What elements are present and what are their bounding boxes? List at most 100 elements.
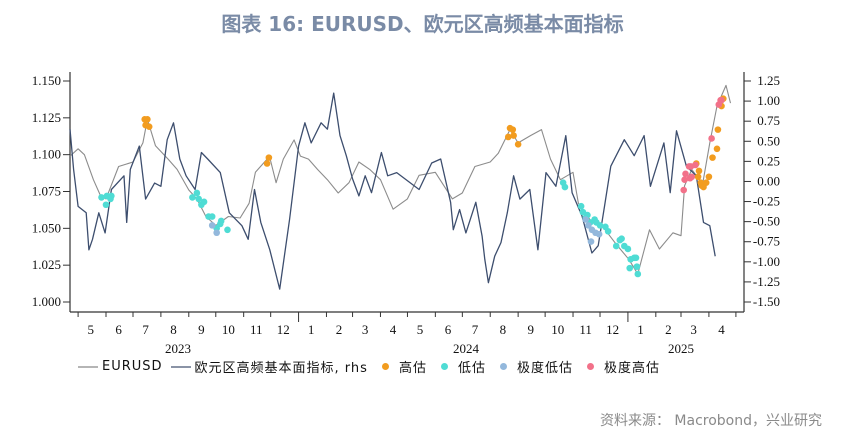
- right-tick-label: -1.25: [753, 274, 780, 289]
- marker-low: [189, 194, 196, 201]
- legend-extreme-high-label: 极度高估: [604, 361, 661, 376]
- marker-high: [694, 173, 702, 181]
- eurusd-line: [69, 84, 732, 275]
- right-tick-label: 0.25: [757, 153, 780, 168]
- legend-index-label: 欧元区高频基本面指标, rhs: [194, 361, 368, 376]
- marker-low: [577, 202, 585, 210]
- marker-extreme-high: [681, 176, 688, 184]
- right-tick-label: -0.25: [753, 194, 780, 209]
- x-tick-label: 3: [362, 322, 369, 337]
- x-tick-label: 7: [142, 322, 149, 337]
- x-tick-label: 8: [170, 322, 177, 337]
- year-label: 2023: [165, 341, 191, 356]
- right-tick-label: -0.50: [753, 214, 780, 229]
- marker-high: [265, 154, 273, 161]
- marker-low: [604, 227, 612, 235]
- marker-high: [144, 116, 151, 123]
- marker-extreme-high: [708, 135, 715, 142]
- right-tick-label: 0.00: [757, 173, 780, 188]
- x-tick-label: 1: [637, 322, 644, 337]
- marker-low: [596, 222, 604, 229]
- x-tick-label: 8: [500, 322, 507, 337]
- x-tick-label: 9: [198, 322, 205, 337]
- right-tick-label: -1.50: [753, 294, 780, 309]
- legend-high-dot: [381, 363, 389, 370]
- legend-extreme-low-dot: [499, 363, 507, 370]
- right-tick-label: 0.75: [757, 113, 780, 128]
- marker-extreme-low: [595, 230, 603, 238]
- marker-low: [632, 254, 640, 262]
- index-line: [69, 92, 716, 290]
- right-tick-label: 0.50: [757, 133, 780, 148]
- x-tick-label: 10: [551, 322, 564, 337]
- marker-low: [98, 194, 105, 201]
- marker-extreme-high: [692, 161, 699, 169]
- marker-high: [705, 173, 713, 181]
- marker-high: [510, 132, 517, 139]
- x-tick-label: 7: [472, 322, 479, 337]
- marker-low: [624, 245, 632, 253]
- x-tick-label: 5: [87, 322, 94, 337]
- right-tick-label: 1.25: [757, 73, 780, 88]
- marker-high: [509, 126, 517, 133]
- x-tick-label: 4: [390, 322, 397, 337]
- legend-extreme-low-label: 极度低估: [516, 361, 573, 376]
- legend: EURUSD 欧元区高频基本面指标, rhs 高估 低估 极度低估 极度高估: [78, 357, 660, 376]
- marker-low: [626, 264, 634, 272]
- left-tick-label: 1.025: [32, 257, 61, 272]
- marker-low: [108, 192, 115, 200]
- marker-high: [709, 154, 716, 161]
- marker-high: [695, 167, 703, 175]
- marker-low: [633, 263, 641, 270]
- marker-high: [713, 145, 721, 153]
- marker-extreme-high: [680, 186, 688, 194]
- legend-extreme-high-dot: [587, 363, 594, 370]
- x-tick-label: 12: [277, 322, 290, 337]
- marker-low: [618, 235, 625, 242]
- x-tick-label: 2: [665, 322, 672, 337]
- marker-high: [145, 123, 153, 130]
- marker-high: [504, 133, 512, 141]
- left-tick-label: 1.050: [32, 220, 61, 235]
- marker-low: [193, 189, 201, 197]
- marker-extreme-low: [585, 222, 592, 229]
- legend-low-label: 低估: [457, 361, 486, 376]
- marker-extreme-high: [718, 96, 725, 104]
- marker-low: [208, 213, 216, 220]
- left-tick-label: 1.125: [32, 110, 61, 125]
- source-note: 资料来源： Macrobond，兴业研究: [599, 413, 822, 429]
- marker-extreme-low: [213, 229, 220, 237]
- marker-low: [224, 226, 231, 234]
- left-tick-label: 1.150: [32, 73, 61, 88]
- x-tick-label: 11: [250, 322, 263, 337]
- marker-low: [200, 198, 208, 206]
- marker-extreme-high: [682, 170, 689, 178]
- x-tick-label: 4: [718, 322, 725, 337]
- legend-high-label: 高估: [398, 361, 427, 376]
- x-tick-label: 12: [606, 322, 619, 337]
- marker-high: [514, 141, 522, 148]
- marker-low: [561, 183, 569, 191]
- x-tick-label: 6: [115, 322, 122, 337]
- x-tick-label: 9: [527, 322, 534, 337]
- marker-extreme-high: [688, 173, 696, 181]
- legend-low-dot: [440, 363, 448, 370]
- legend-eurusd-swatch: [78, 365, 98, 368]
- right-tick-label: -0.75: [753, 234, 780, 249]
- marker-extreme-low: [582, 216, 589, 223]
- marker-low: [195, 195, 202, 203]
- marker-high: [702, 179, 710, 186]
- x-tick-label: 2: [336, 322, 343, 337]
- chart-title: 图表 16: EURUSD、欧元区高频基本面指标: [221, 12, 624, 36]
- right-tick-label: -1.00: [753, 254, 780, 269]
- marker-extreme-low: [587, 238, 595, 245]
- x-tick-label: 3: [690, 322, 697, 337]
- x-tick-label: 1: [308, 322, 315, 337]
- marker-high: [714, 126, 722, 133]
- x-tick-label: 10: [222, 322, 235, 337]
- x-tick-label: 11: [579, 322, 592, 337]
- marker-high: [263, 160, 271, 167]
- right-tick-label: 1.00: [757, 93, 780, 108]
